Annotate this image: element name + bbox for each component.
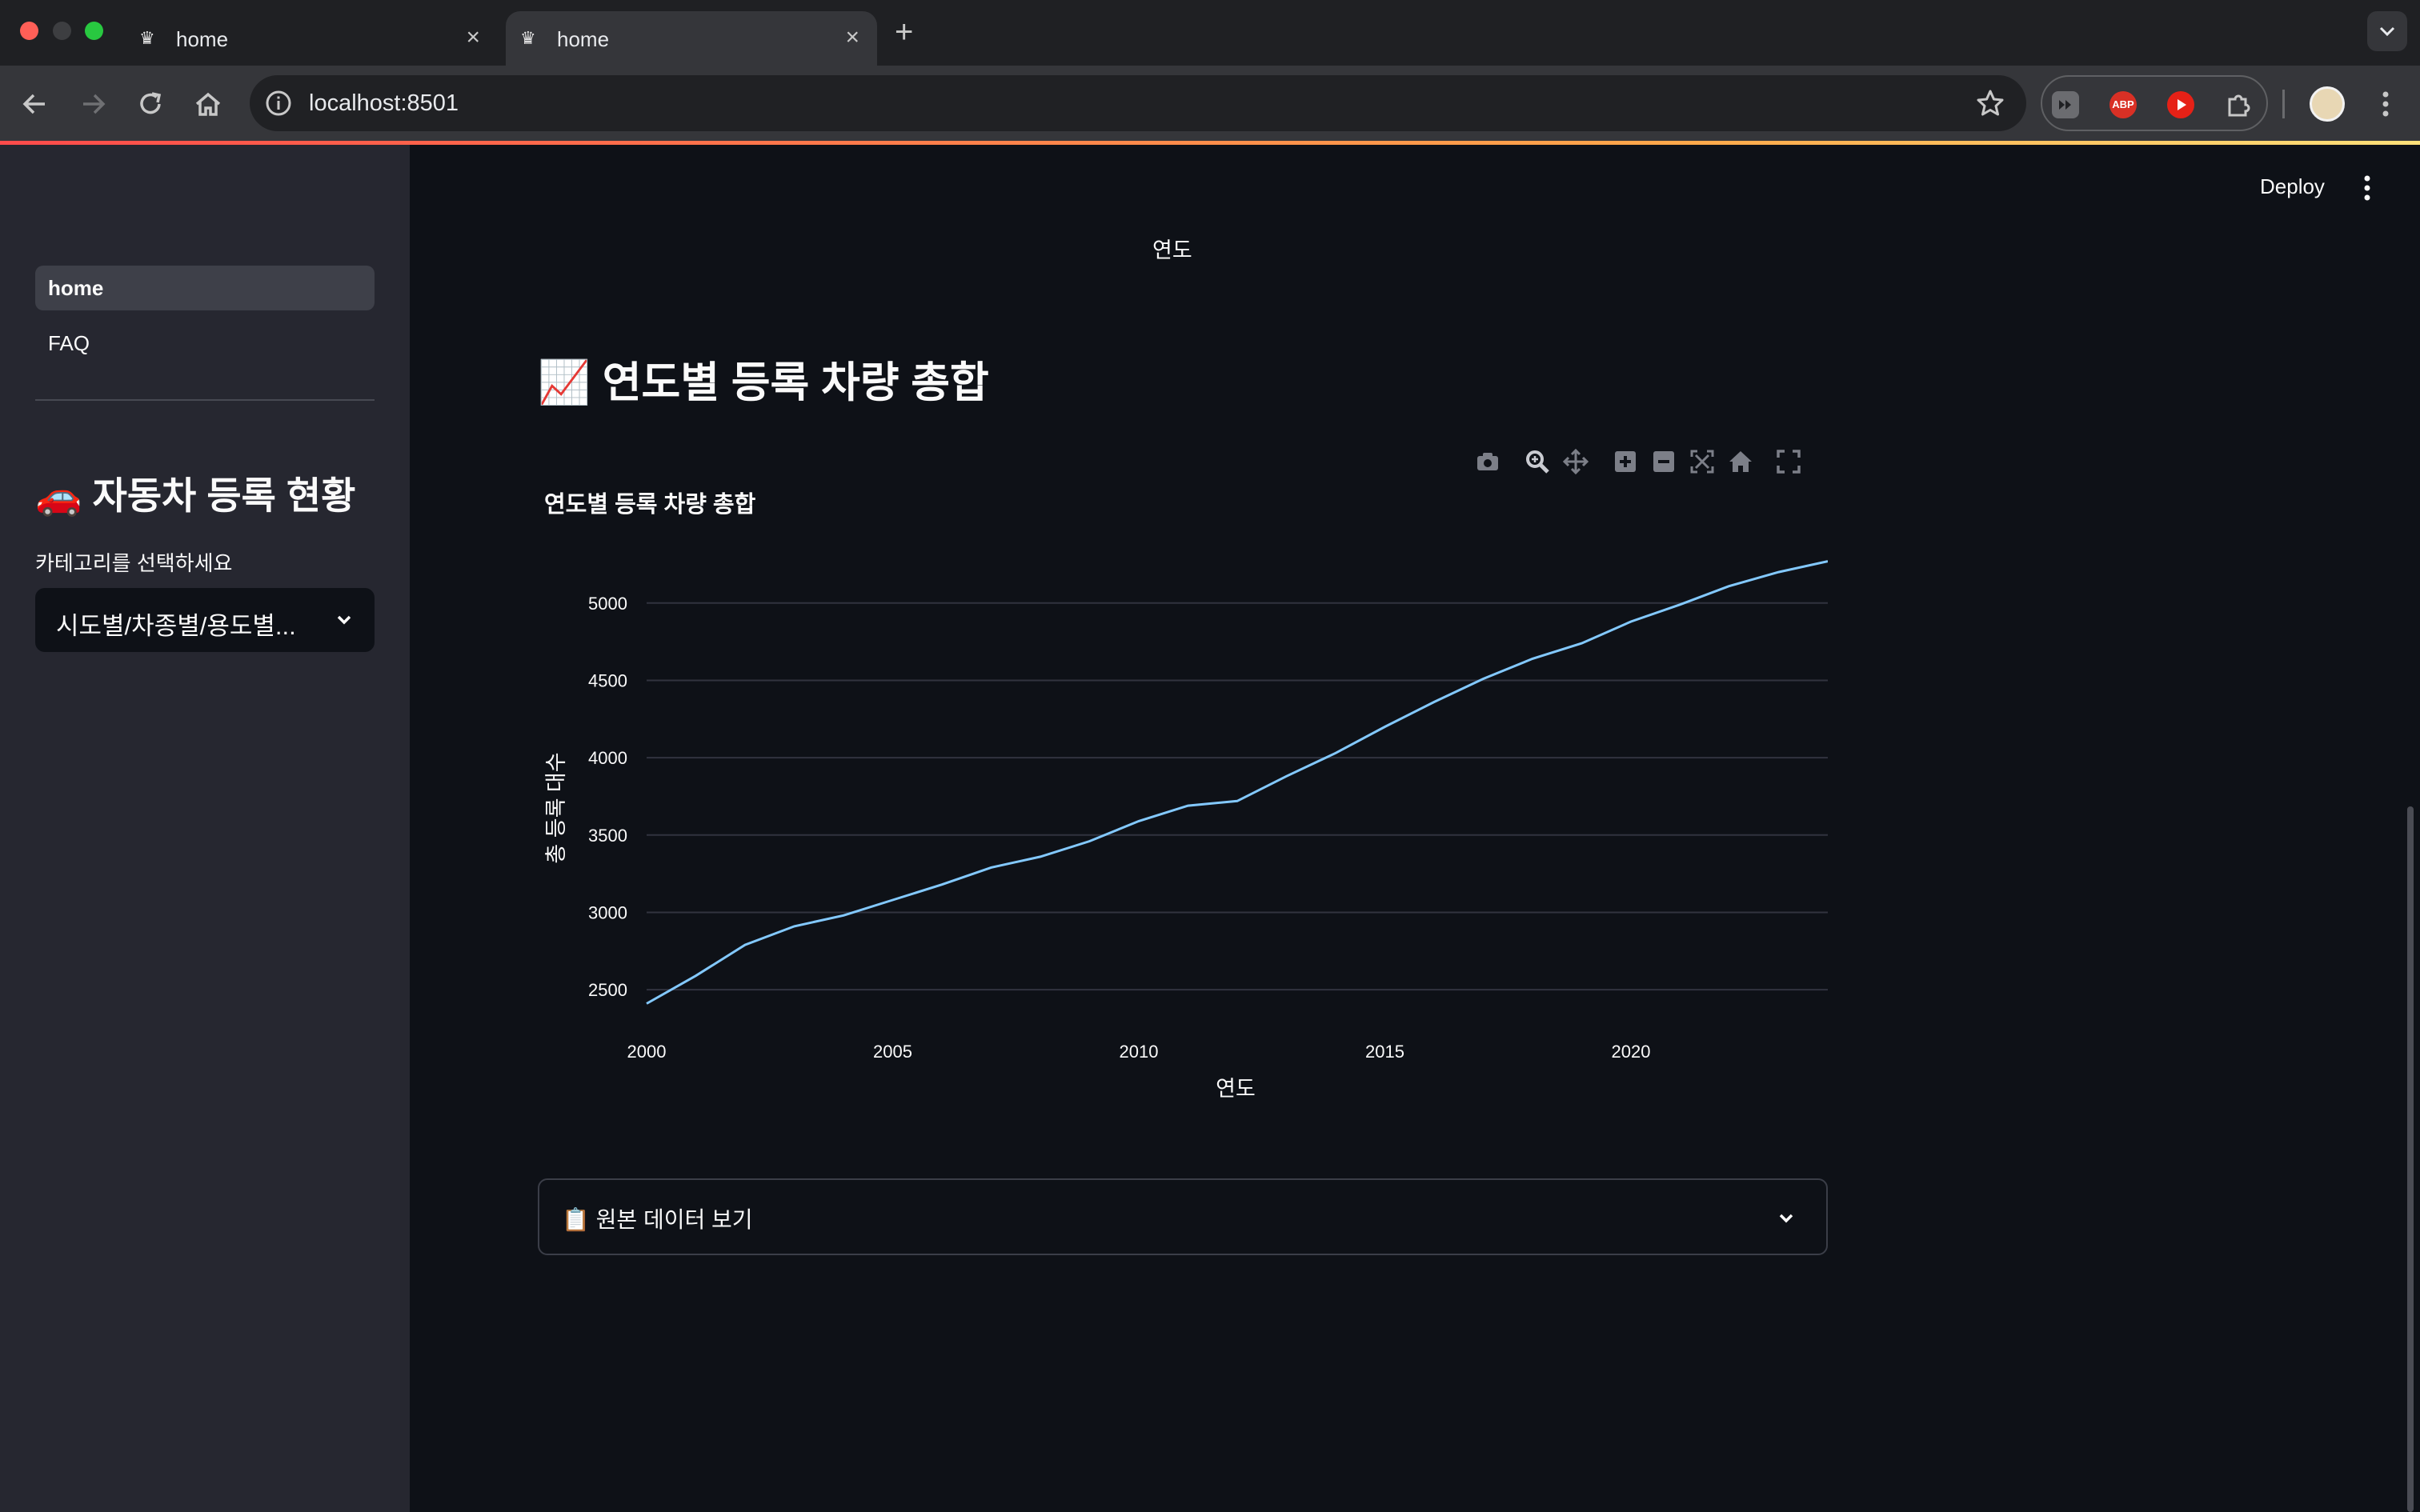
- tab-title: home: [557, 27, 610, 51]
- browser-tab-2[interactable]: ♛ home ×: [506, 11, 877, 66]
- streamlit-favicon-icon: ♛: [139, 28, 155, 48]
- chart-title: 연도별 등록 차량 총합: [544, 491, 756, 518]
- autoscale-icon[interactable]: [1689, 448, 1716, 475]
- reset-axes-home-icon[interactable]: [1727, 448, 1754, 475]
- chart-y-ticks: 2500 3000 3500 4000 4500 5000: [588, 594, 627, 1000]
- puzzle-icon[interactable]: [2225, 91, 2252, 118]
- window-minimize-button[interactable]: [53, 22, 71, 40]
- streamlit-decoration-bar: [0, 141, 2420, 145]
- x-tick-label: 2010: [1120, 1042, 1159, 1062]
- tab-close-icon[interactable]: ×: [845, 24, 859, 50]
- x-tick-label: 2020: [1612, 1042, 1651, 1062]
- x-tick-label: 2015: [1365, 1042, 1404, 1062]
- streamlit-favicon-icon: ♛: [520, 28, 536, 48]
- forward-arrow-icon[interactable]: [75, 86, 110, 122]
- toolbar-separator: [2282, 90, 2285, 118]
- main-menu-icon[interactable]: [2361, 174, 2374, 202]
- profile-avatar[interactable]: [2310, 86, 2345, 122]
- chart-ylabel: 총 등록 대수: [544, 752, 568, 863]
- series-line[interactable]: [646, 560, 1829, 1005]
- media-ext-icon[interactable]: [2052, 91, 2079, 118]
- page-title: 📈 연도별 등록 차량 총합: [538, 359, 989, 406]
- category-select-value: 시도별/차종별/용도별...: [56, 612, 296, 640]
- tab-search-button[interactable]: [2367, 11, 2407, 51]
- chart-gridlines: [647, 602, 1828, 991]
- expander-label: 📋 원본 데이터 보기: [562, 1207, 753, 1232]
- sidebar: home FAQ 🚗 자동차 등록 현황 카테고리를 선택하세요 시도별/차종별…: [0, 145, 410, 1512]
- reload-icon[interactable]: [133, 86, 168, 122]
- raw-data-expander[interactable]: 📋 원본 데이터 보기: [538, 1178, 1828, 1255]
- zoom-out-icon[interactable]: [1650, 448, 1677, 475]
- video-ext-icon[interactable]: [2167, 91, 2194, 118]
- category-select[interactable]: 시도별/차종별/용도별...: [35, 588, 375, 652]
- browser-tab-1[interactable]: ♛ home ×: [125, 11, 498, 66]
- adblock-plus-icon[interactable]: ABP: [2109, 91, 2137, 118]
- pan-icon[interactable]: [1562, 448, 1589, 475]
- new-tab-button[interactable]: +: [895, 14, 914, 50]
- y-tick-label: 5000: [588, 594, 627, 614]
- browser-toolbar: localhost:8501 ABP: [0, 66, 2420, 141]
- previous-chart-xlabel: 연도: [1152, 238, 1192, 262]
- x-tick-label: 2000: [627, 1042, 667, 1062]
- tab-close-icon[interactable]: ×: [466, 24, 480, 50]
- chart-xlabel: 연도: [1216, 1077, 1256, 1101]
- chevron-down-icon: [337, 615, 351, 625]
- window-close-button[interactable]: [20, 22, 38, 40]
- sidebar-item-home[interactable]: home: [35, 266, 375, 310]
- home-icon[interactable]: [190, 86, 226, 122]
- y-tick-label: 2500: [588, 980, 627, 1000]
- fullscreen-icon[interactable]: [1775, 448, 1802, 475]
- chevron-down-icon: [1779, 1214, 1793, 1223]
- sidebar-item-label: FAQ: [48, 331, 90, 355]
- extensions-group: ABP: [2041, 75, 2268, 131]
- chart-x-ticks: 2000 2005 2010 2015 2020: [627, 1042, 1651, 1062]
- sidebar-divider: [35, 399, 375, 401]
- main-scrollbar[interactable]: [2407, 806, 2414, 1512]
- y-tick-label: 3500: [588, 826, 627, 846]
- deploy-button[interactable]: Deploy: [2260, 174, 2325, 198]
- site-info-icon[interactable]: [264, 89, 293, 118]
- category-select-label: 카테고리를 선택하세요: [35, 551, 233, 575]
- sidebar-heading: 🚗 자동차 등록 현황: [35, 474, 356, 517]
- back-arrow-icon[interactable]: [18, 86, 53, 122]
- address-bar[interactable]: localhost:8501: [250, 75, 2026, 131]
- line-chart-container: 연도별 등록 차량 총합 2500 3000 3500 4000 4500 5000 20…: [538, 432, 1829, 1104]
- zoom-in-icon[interactable]: [1612, 448, 1639, 475]
- browser-menu-icon[interactable]: [2374, 88, 2398, 120]
- url-text: localhost:8501: [309, 90, 459, 116]
- sidebar-item-label: home: [48, 276, 104, 300]
- tab-title: home: [176, 27, 229, 51]
- y-tick-label: 4500: [588, 670, 627, 690]
- browser-tab-bar: ♛ home × ♛ home × +: [0, 0, 2420, 66]
- y-tick-label: 3000: [588, 902, 627, 922]
- chevron-down-icon: [2379, 26, 2395, 37]
- zoom-icon[interactable]: [1524, 448, 1551, 475]
- sidebar-item-faq[interactable]: FAQ: [35, 321, 375, 366]
- window-zoom-button[interactable]: [85, 22, 103, 40]
- x-tick-label: 2005: [873, 1042, 912, 1062]
- y-tick-label: 4000: [588, 748, 627, 768]
- bookmark-star-icon[interactable]: [1975, 88, 2005, 118]
- camera-icon[interactable]: [1474, 448, 1501, 475]
- line-chart[interactable]: 연도별 등록 차량 총합 2500 3000 3500 4000 4500 5000 20…: [538, 432, 1829, 1104]
